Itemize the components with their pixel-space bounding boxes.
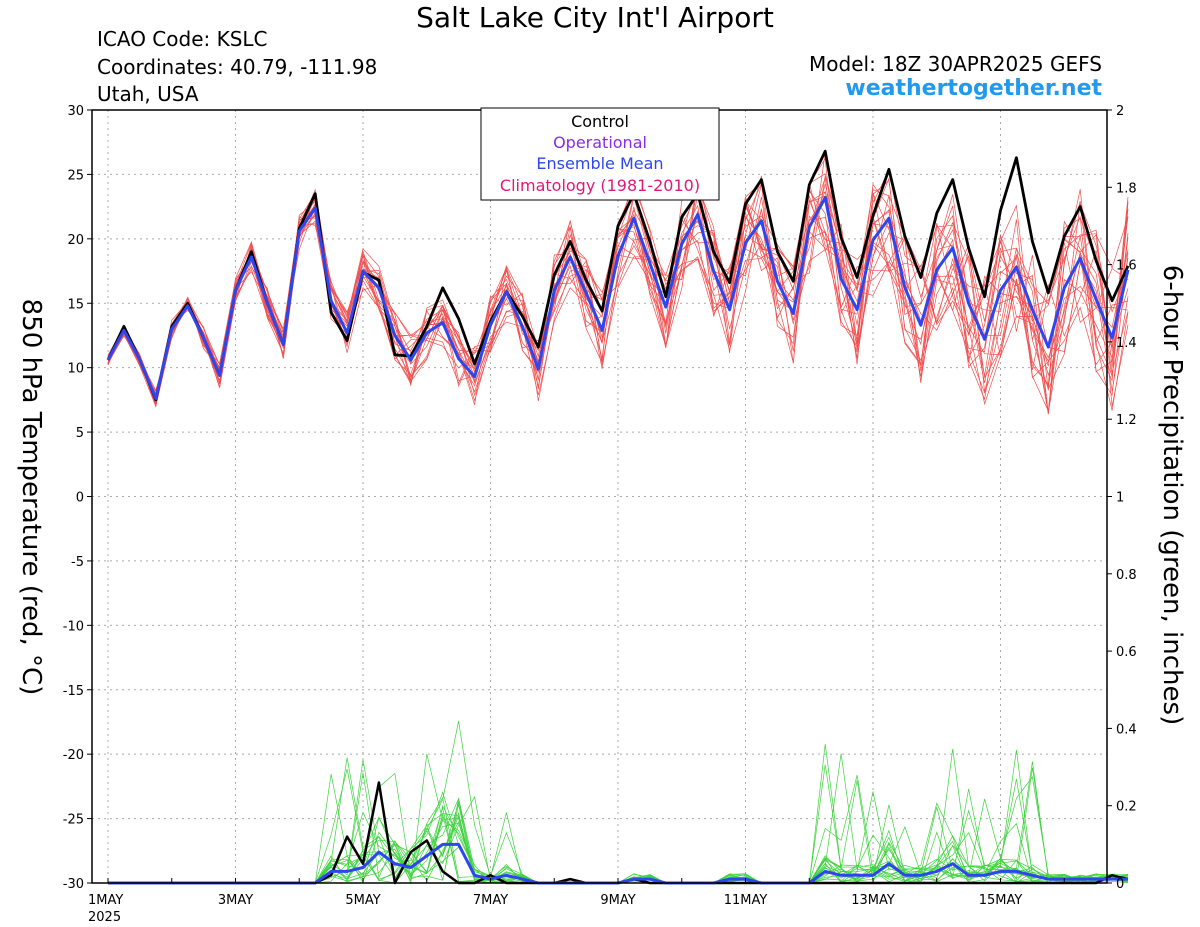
x-tick-sublabel: 2025 xyxy=(88,910,121,925)
legend-operational: Operational xyxy=(553,133,647,152)
y-tick-label: -30 xyxy=(63,877,84,892)
y-tick-label: -20 xyxy=(63,748,84,763)
temperature-member-line xyxy=(107,190,1129,402)
y-tick-label: 0 xyxy=(76,491,84,506)
y2-tick-label: 0.8 xyxy=(1116,568,1137,583)
y-tick-label: 10 xyxy=(67,362,84,377)
y2-tick-label: 0.2 xyxy=(1116,800,1137,815)
x-tick-label: 15MAY xyxy=(979,893,1023,908)
coordinates: Coordinates: 40.79, -111.98 xyxy=(97,55,378,79)
legend-ensemble-mean: Ensemble Mean xyxy=(536,154,663,173)
model-run: Model: 18Z 30APR2025 GEFS xyxy=(809,52,1102,76)
y-tick-label: -25 xyxy=(63,813,84,828)
precipitation-member-line xyxy=(108,749,1129,884)
grid-layer xyxy=(92,110,1107,883)
y2-tick-label: 0.6 xyxy=(1116,645,1137,660)
axis-ticks: 302520151050-5-10-15-20-25-3021.81.61.41… xyxy=(63,104,1137,925)
legend-box: Control Operational Ensemble Mean Climat… xyxy=(480,107,720,201)
x-tick-label: 9MAY xyxy=(600,893,635,908)
y2-tick-label: 2 xyxy=(1116,104,1124,119)
x-tick-label: 3MAY xyxy=(218,893,253,908)
y-tick-label: -15 xyxy=(63,684,84,699)
y2-tick-label: 1.8 xyxy=(1116,181,1137,196)
x-tick-label: 11MAY xyxy=(724,893,768,908)
legend-frame xyxy=(480,107,720,201)
mean-precipitation-line xyxy=(108,842,1128,885)
y-tick-label: 30 xyxy=(67,104,84,119)
page-title: Salt Lake City Int'l Airport xyxy=(416,1,774,34)
precipitation-member-line xyxy=(108,796,1129,884)
mean-temperature-line xyxy=(106,196,1130,401)
website-link[interactable]: weathertogether.net xyxy=(845,76,1102,101)
y-tick-label: 15 xyxy=(67,297,84,312)
x-tick-label: 13MAY xyxy=(851,893,895,908)
y2-tick-label: 1.4 xyxy=(1116,336,1137,351)
legend-climatology: Climatology (1981-2010) xyxy=(500,176,700,195)
location: Utah, USA xyxy=(97,82,199,106)
y2-tick-label: 1.2 xyxy=(1116,413,1137,428)
legend-control: Control xyxy=(571,112,629,131)
y2-tick-label: 0 xyxy=(1116,877,1124,892)
temperature-member-line xyxy=(107,176,1129,415)
y2-tick-label: 1 xyxy=(1116,491,1124,506)
y-tick-label: 20 xyxy=(67,233,84,248)
y-tick-label: 25 xyxy=(67,168,84,183)
x-tick-label: 5MAY xyxy=(345,893,380,908)
y-tick-label: -5 xyxy=(71,555,84,570)
precipitation-member-line xyxy=(108,749,1129,884)
temperature-member-line xyxy=(107,183,1129,408)
icao-code: ICAO Code: KSLC xyxy=(97,27,268,51)
y2-tick-label: 0.4 xyxy=(1116,722,1137,737)
y2-tick-label: 1.6 xyxy=(1116,259,1137,274)
series-layer xyxy=(106,149,1130,885)
x-tick-label: 1MAY xyxy=(88,893,123,908)
y-tick-label: -10 xyxy=(63,619,84,634)
precipitation-member-line xyxy=(108,759,1129,884)
y-tick-label: 5 xyxy=(76,426,84,441)
x-tick-label: 7MAY xyxy=(473,893,508,908)
